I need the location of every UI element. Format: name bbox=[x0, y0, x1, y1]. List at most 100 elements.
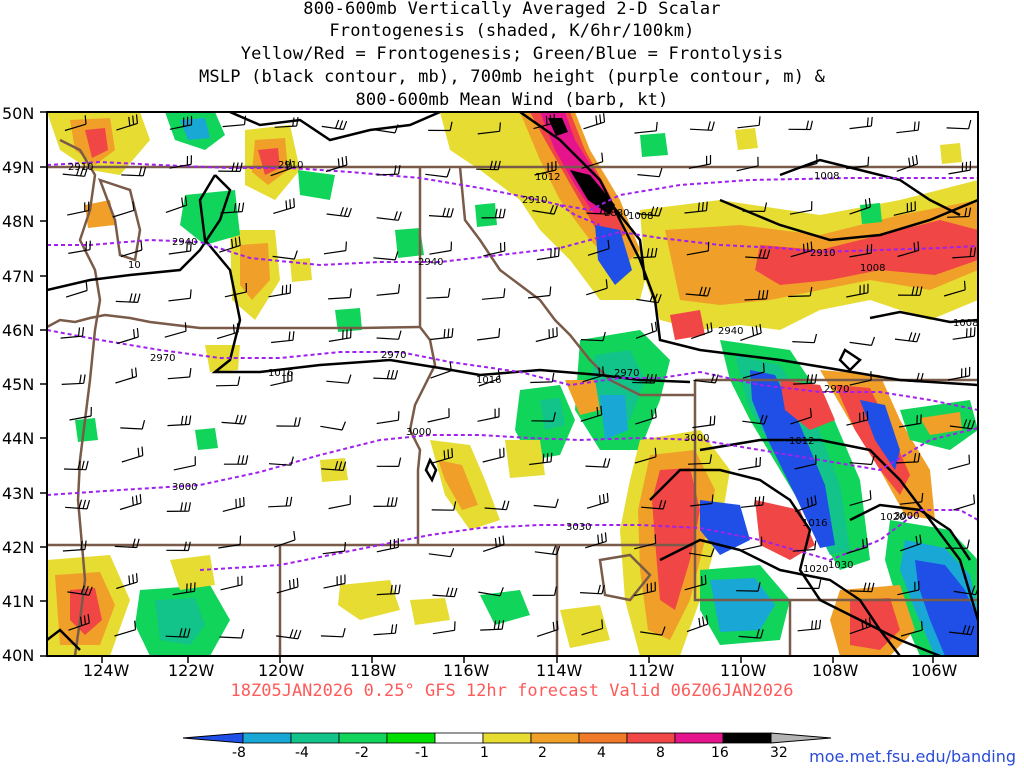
wind-barb bbox=[641, 499, 667, 510]
wind-barb bbox=[167, 368, 192, 380]
wind-barb bbox=[849, 244, 873, 258]
wind-barb bbox=[476, 160, 501, 171]
wind-barb bbox=[689, 548, 715, 558]
wind-barb bbox=[949, 624, 975, 636]
wind-barb bbox=[790, 241, 813, 258]
wind-barb bbox=[947, 207, 972, 218]
wind-barb bbox=[65, 281, 88, 298]
wind-barb bbox=[636, 292, 662, 304]
wind-barb bbox=[581, 619, 604, 636]
wind-barb bbox=[482, 447, 505, 463]
title-line-3: Yellow/Red = Frontogenesis; Green/Blue =… bbox=[240, 44, 784, 64]
wind-barb bbox=[527, 286, 552, 299]
height-label: 3000 bbox=[894, 511, 919, 522]
wind-barb bbox=[67, 585, 93, 596]
wind-barb bbox=[376, 284, 401, 296]
wind-barb bbox=[947, 366, 971, 381]
wind-barb bbox=[222, 115, 247, 128]
wind-barb bbox=[270, 159, 292, 177]
wind-barb bbox=[532, 204, 558, 215]
wind-barb bbox=[846, 283, 869, 298]
wind-barb bbox=[115, 367, 138, 384]
wind-barb bbox=[61, 374, 86, 385]
wind-barb bbox=[580, 331, 606, 342]
colorbar-label: 4 bbox=[597, 745, 606, 761]
height-label: 2970 bbox=[381, 350, 406, 361]
wind-barb bbox=[899, 492, 924, 505]
colorbar-swatch bbox=[338, 732, 388, 744]
colorbar-label: 8 bbox=[656, 745, 665, 761]
wind-barb bbox=[738, 628, 764, 639]
mslp-contours bbox=[47, 112, 978, 656]
wind-barb bbox=[220, 202, 245, 214]
wind-barb bbox=[740, 496, 765, 508]
wind-barb bbox=[634, 447, 657, 464]
wind-barb bbox=[684, 201, 708, 214]
wind-barb bbox=[62, 166, 88, 177]
wind-barb bbox=[640, 626, 666, 636]
colorbar-swatch bbox=[242, 732, 292, 744]
wind-barb bbox=[328, 328, 352, 342]
wind-barb bbox=[893, 201, 916, 216]
wind-barb bbox=[373, 369, 399, 380]
wind-barb bbox=[322, 542, 346, 555]
wind-barb bbox=[948, 454, 971, 470]
colorbar-swatch bbox=[386, 732, 436, 744]
wind-barb bbox=[789, 201, 813, 215]
wind-barb bbox=[531, 412, 556, 422]
wind-barb bbox=[634, 534, 657, 550]
wind-barb bbox=[897, 241, 920, 258]
source-credit-link[interactable]: moe.met.fsu.edu/banding bbox=[809, 747, 1016, 766]
wind-barb bbox=[790, 408, 812, 425]
height-label: 2880 bbox=[604, 208, 629, 219]
lat-label: 41N bbox=[2, 592, 35, 611]
wind-barb bbox=[535, 327, 558, 343]
wind-barb bbox=[220, 575, 243, 591]
wind-barb bbox=[744, 289, 769, 301]
colorbar-label: -4 bbox=[295, 745, 309, 761]
wind-barb bbox=[276, 629, 302, 640]
wind-barb bbox=[533, 498, 559, 509]
lon-label: 118W bbox=[350, 661, 397, 680]
wind-barb bbox=[586, 492, 609, 509]
wind-barb bbox=[373, 624, 398, 636]
wind-barb bbox=[116, 114, 138, 131]
colorbar-swatch bbox=[674, 732, 724, 744]
wind-barb bbox=[736, 582, 761, 592]
wind-barb bbox=[376, 538, 399, 553]
wind-barb bbox=[689, 121, 715, 131]
wind-barb bbox=[482, 535, 505, 552]
wind-barb bbox=[216, 323, 239, 340]
wind-barb bbox=[896, 121, 920, 134]
wind-barb bbox=[740, 324, 762, 341]
wind-barb bbox=[797, 619, 822, 632]
mslp-label: 1008 bbox=[628, 211, 653, 222]
wind-barb bbox=[376, 411, 400, 425]
lon-label: 124W bbox=[83, 661, 130, 680]
wind-barb bbox=[276, 417, 301, 427]
wind-barb bbox=[425, 168, 451, 178]
wind-barb bbox=[635, 321, 658, 339]
colorbar bbox=[182, 732, 832, 744]
wind-barb bbox=[120, 420, 146, 430]
height-label: 2910 bbox=[68, 162, 93, 173]
wind-barb bbox=[114, 620, 137, 637]
wind-barb bbox=[686, 241, 710, 256]
wind-barb bbox=[534, 160, 557, 176]
height-label: 2910 bbox=[278, 160, 303, 171]
wind-barb bbox=[273, 198, 295, 214]
wind-barb bbox=[219, 629, 245, 639]
title-line-2: Frontogenesis (shaded, K/6hr/100km) bbox=[329, 21, 695, 41]
lat-label: 43N bbox=[2, 484, 35, 503]
wind-barb bbox=[167, 415, 192, 427]
wind-barb bbox=[532, 586, 557, 596]
wind-barb bbox=[60, 327, 85, 339]
wind-barb bbox=[121, 166, 147, 177]
wind-barb bbox=[692, 415, 716, 429]
wind-barb bbox=[952, 327, 976, 340]
height-label: 2910 bbox=[810, 248, 835, 259]
wind-barb bbox=[478, 587, 504, 597]
wind-barb bbox=[943, 280, 966, 297]
lat-label: 40N bbox=[2, 646, 35, 665]
wind-barb bbox=[737, 116, 761, 129]
